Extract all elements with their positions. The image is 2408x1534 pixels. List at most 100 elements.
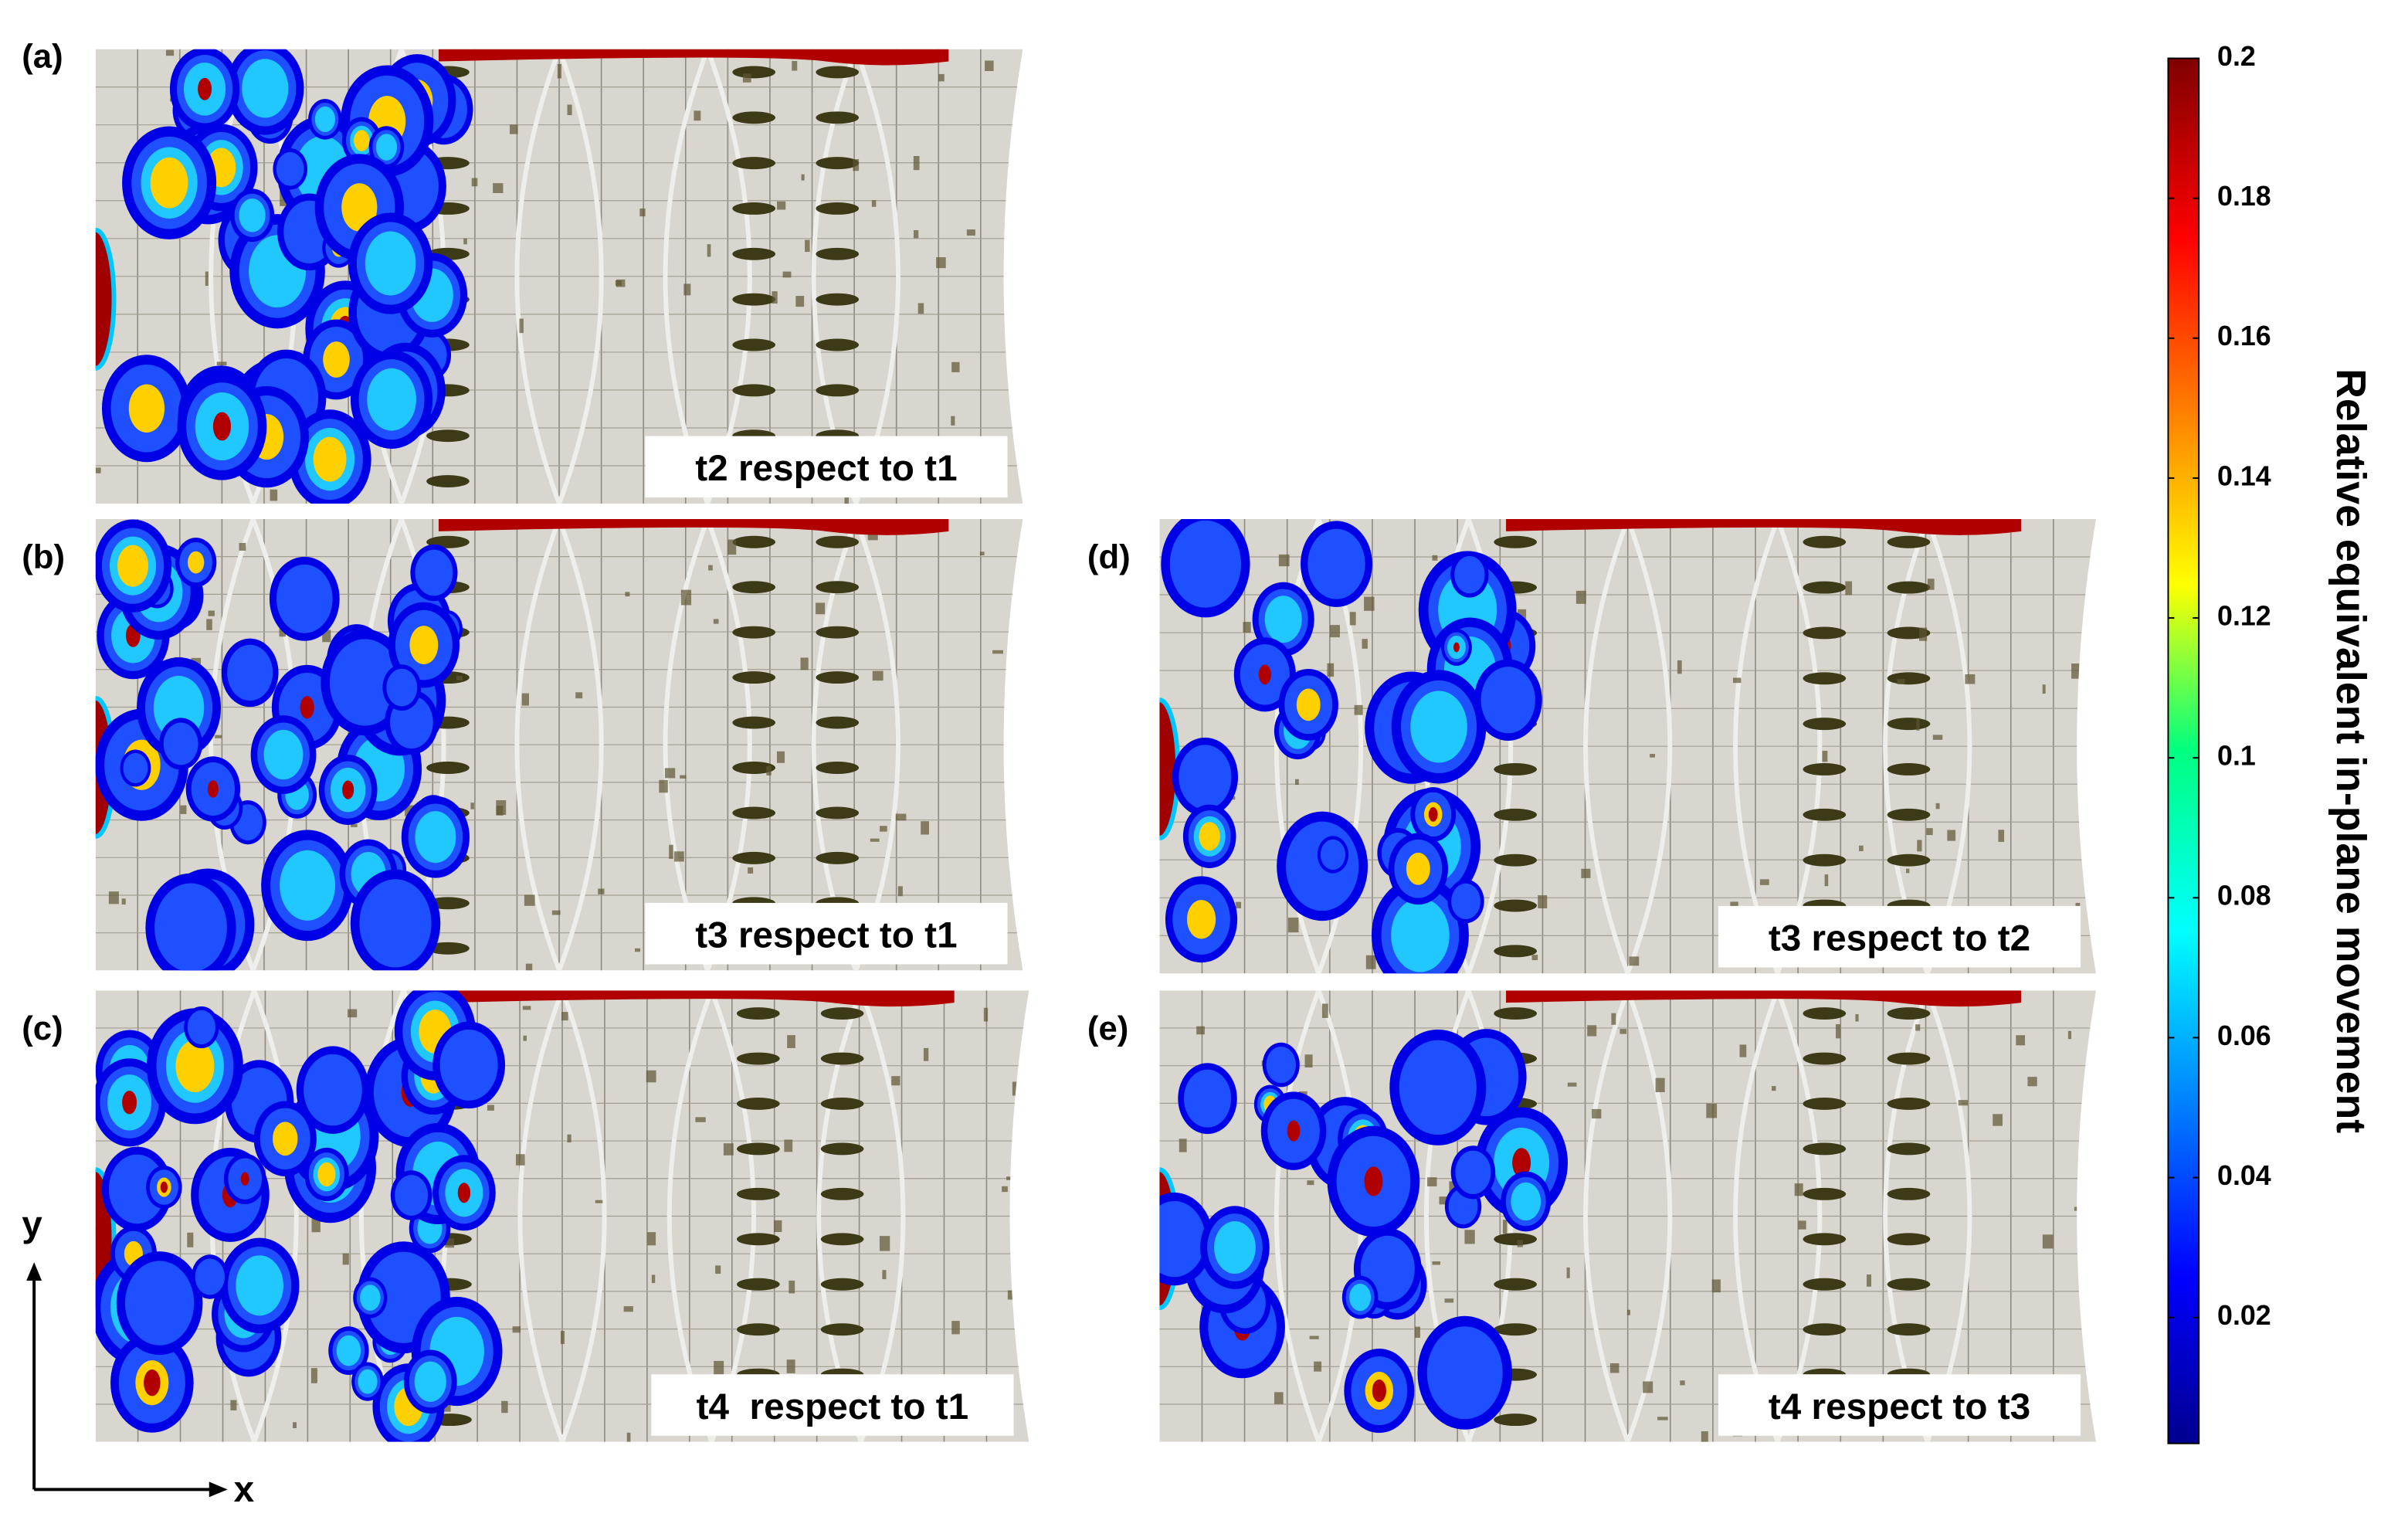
panel-image [1159,518,2097,974]
stain [1581,868,1591,878]
stain [1609,1363,1619,1373]
movement-blob [240,1172,249,1186]
stain [707,244,711,257]
lens [209,518,298,971]
stain [789,1280,795,1294]
stain [523,1035,527,1041]
movement-blob [317,1162,336,1187]
lens [1883,990,1972,1442]
stain [936,257,946,269]
stain [992,650,1003,654]
dark-spot [1887,718,1931,731]
stain [1680,1380,1685,1386]
movement-blob [1258,664,1271,685]
dark-spot [820,1187,864,1200]
colorbar-label: Relative equivalent in-plane movement [2328,368,2374,1133]
lens [514,49,604,504]
stain [917,303,924,314]
caption-box [645,436,1008,498]
edge-strip [438,518,949,535]
stain [551,910,561,915]
stain [1464,1230,1475,1244]
stain [560,1331,565,1345]
stain [713,619,719,624]
movement-blob [359,879,432,968]
dark-spot [1803,1098,1847,1110]
stain [1307,1180,1314,1186]
stain [493,183,504,193]
movement-blob [108,1154,166,1224]
stain [1965,674,1976,684]
movement-blob [336,1335,361,1366]
caption-box [651,1374,1014,1436]
stain [1287,917,1299,933]
edge-strip [1506,518,2022,535]
stain [1330,625,1340,638]
lens [663,49,752,504]
stain [616,279,626,287]
movement-blob [1179,745,1232,809]
stain [923,1047,929,1061]
stain [714,1360,724,1375]
lens [666,990,756,1442]
dark-spot [732,671,776,684]
edge-strip [438,49,949,66]
stain [1711,1279,1721,1293]
dark-spot [732,111,776,124]
stain [515,1154,525,1166]
stain [230,1400,237,1410]
stain [800,657,809,670]
dark-spot [732,806,776,820]
dark-spot [1887,1187,1931,1200]
movement-blob [1453,642,1460,653]
movement-blob [342,780,354,799]
dark-spot [1803,1142,1847,1156]
stain [1657,1417,1668,1420]
stain [2042,1234,2054,1249]
stain [1017,241,1023,254]
colorbar-tick-label: 0.14 [2217,460,2271,491]
stain [463,238,467,245]
dark-spot [732,293,776,306]
stain [180,805,187,814]
panel-caption: t4 respect to t1 [697,1386,969,1427]
stain [647,1232,656,1246]
stain [748,867,754,874]
stain [966,229,975,236]
movement-blob [122,1091,137,1115]
stain [1274,1392,1284,1404]
stain [216,361,227,365]
panel-label: (d) [1087,538,1131,576]
stain [951,416,955,426]
lens [517,990,607,1442]
panel: (a) t2 respect to t1 [22,37,1023,504]
dark-spot [820,1323,864,1336]
stain [921,821,929,835]
dark-spot [426,475,470,487]
movement-blob [175,1040,215,1093]
edge-blob [1159,697,1181,841]
stain [206,619,212,630]
stain [1566,1267,1570,1278]
stain [1592,1108,1602,1119]
stain [165,49,175,56]
stain [1824,874,1829,887]
lens [811,49,900,504]
stain [1906,868,1910,874]
stain [1304,1054,1313,1068]
movement-blob [144,1369,161,1397]
stain [108,891,119,904]
dark-spot [1803,808,1847,821]
dark-spot [1803,535,1847,548]
stain [1349,612,1356,626]
colorbar-tick-label: 0.06 [2217,1020,2271,1051]
lens [1583,990,1673,1442]
movement-blob [367,368,416,431]
movement-blob [276,151,304,186]
movement-blob [227,644,273,701]
movement-blob [323,341,350,378]
dark-spot [1803,581,1847,594]
dark-spot [1494,1007,1537,1020]
stain [1915,1024,1921,1031]
dark-spot [732,762,776,774]
